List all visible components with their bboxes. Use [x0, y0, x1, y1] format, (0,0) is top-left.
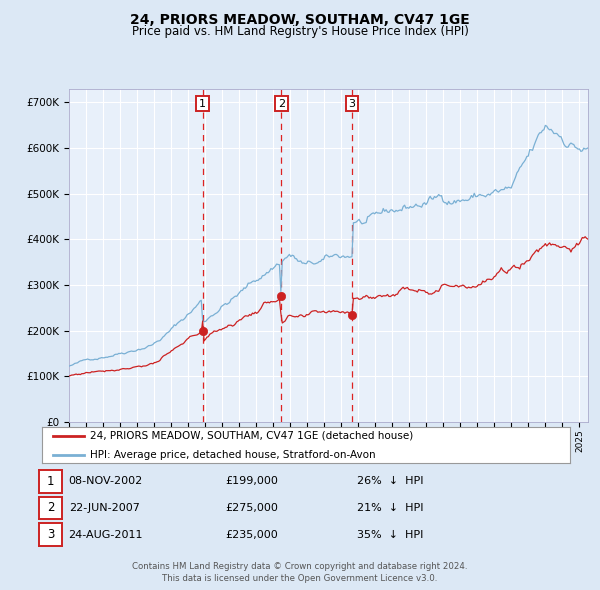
Text: HPI: Average price, detached house, Stratford-on-Avon: HPI: Average price, detached house, Stra… — [89, 450, 375, 460]
Text: 1: 1 — [199, 99, 206, 109]
Text: Price paid vs. HM Land Registry's House Price Index (HPI): Price paid vs. HM Land Registry's House … — [131, 25, 469, 38]
Text: £199,000: £199,000 — [226, 477, 278, 486]
Text: 24, PRIORS MEADOW, SOUTHAM, CV47 1GE (detached house): 24, PRIORS MEADOW, SOUTHAM, CV47 1GE (de… — [89, 431, 413, 441]
Text: 24-AUG-2011: 24-AUG-2011 — [68, 530, 142, 539]
Text: 22-JUN-2007: 22-JUN-2007 — [70, 503, 140, 513]
Text: 1: 1 — [47, 475, 54, 488]
Text: 2: 2 — [278, 99, 285, 109]
Text: This data is licensed under the Open Government Licence v3.0.: This data is licensed under the Open Gov… — [163, 574, 437, 583]
Text: 2: 2 — [47, 502, 54, 514]
Text: 08-NOV-2002: 08-NOV-2002 — [68, 477, 142, 486]
Text: 35%  ↓  HPI: 35% ↓ HPI — [357, 530, 424, 539]
Text: 3: 3 — [47, 528, 54, 541]
Text: £235,000: £235,000 — [226, 530, 278, 539]
Text: 26%  ↓  HPI: 26% ↓ HPI — [357, 477, 424, 486]
Text: 21%  ↓  HPI: 21% ↓ HPI — [357, 503, 424, 513]
Text: 24, PRIORS MEADOW, SOUTHAM, CV47 1GE: 24, PRIORS MEADOW, SOUTHAM, CV47 1GE — [130, 13, 470, 27]
Text: 3: 3 — [349, 99, 356, 109]
Text: Contains HM Land Registry data © Crown copyright and database right 2024.: Contains HM Land Registry data © Crown c… — [132, 562, 468, 571]
Text: £275,000: £275,000 — [226, 503, 278, 513]
